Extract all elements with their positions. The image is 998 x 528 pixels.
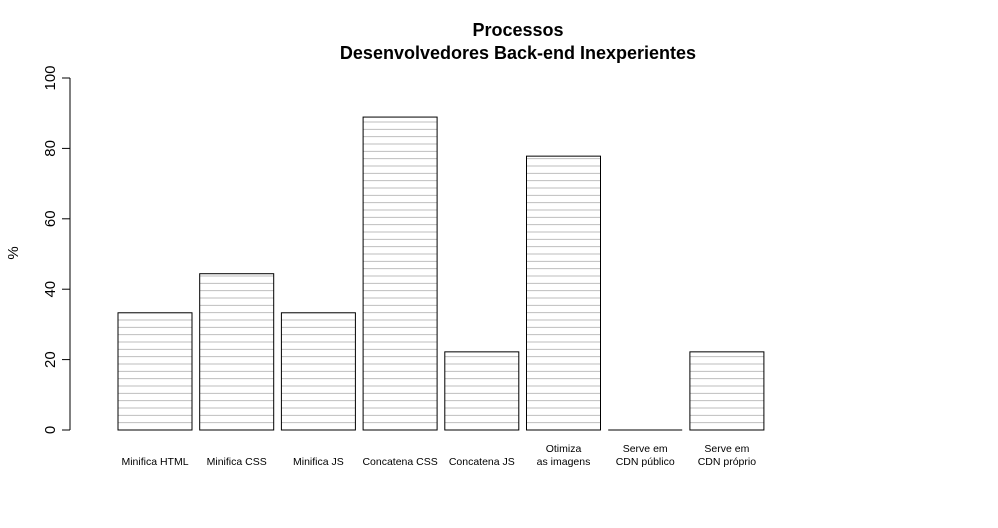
bar: [526, 155, 601, 431]
y-tick-label: 100: [42, 65, 59, 90]
category-label: Otimiza: [546, 443, 582, 455]
bars: [117, 116, 765, 431]
bar: [362, 116, 438, 431]
y-tick-label: 40: [42, 281, 59, 298]
chart-title-line-2: Desenvolvedores Back-end Inexperientes: [340, 43, 696, 63]
category-label: CDN público: [616, 456, 675, 468]
bar: [444, 351, 520, 431]
bar-group: [526, 155, 601, 431]
category-label: Concatena CSS: [362, 456, 437, 468]
y-tick-label: 80: [42, 140, 59, 157]
category-label: Minifica HTML: [121, 456, 188, 468]
category-label: Serve em: [704, 443, 749, 455]
bar: [689, 351, 765, 431]
y-axis-label: %: [5, 246, 22, 259]
chart-title: Processos Desenvolvedores Back-end Inexp…: [340, 20, 696, 63]
bar: [199, 273, 275, 431]
bar: [117, 312, 193, 431]
bar-group: [689, 351, 765, 431]
category-label: as imagens: [537, 456, 591, 468]
y-tick-label: 20: [42, 351, 59, 368]
y-tick-label: 0: [42, 426, 59, 434]
category-label: Minifica CSS: [207, 456, 267, 468]
category-label: Serve em: [623, 443, 668, 455]
chart-title-line-1: Processos: [472, 20, 563, 40]
bar-group: [117, 312, 193, 431]
category-labels: Minifica HTML Minifica CSS Minifica JS Conc…: [121, 443, 756, 468]
bar-group: [444, 351, 520, 431]
bar-group: [362, 116, 438, 431]
category-label: Concatena JS: [449, 456, 515, 468]
bar: [280, 312, 356, 431]
y-tick-label: 60: [42, 210, 59, 227]
bar-group: [280, 312, 356, 431]
category-label: Minifica JS: [293, 456, 344, 468]
bar-group: [199, 273, 275, 431]
y-axis: 0 20 40 60 80 100: [42, 65, 71, 434]
category-label: CDN próprio: [698, 456, 757, 468]
